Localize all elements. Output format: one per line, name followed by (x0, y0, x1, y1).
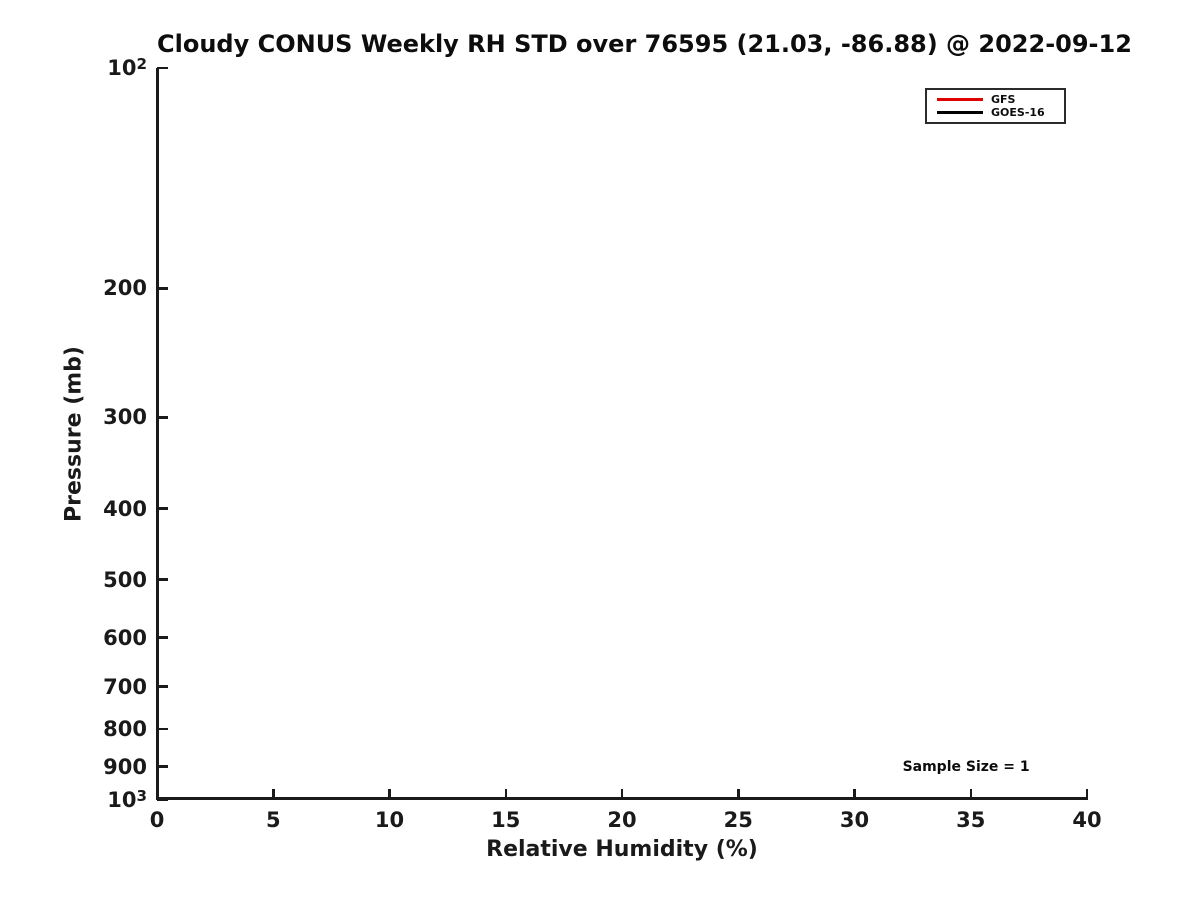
sample-size-annotation: Sample Size = 1 (902, 758, 1030, 775)
y-tick-label: 300 (103, 405, 147, 430)
x-tick (853, 789, 856, 800)
legend-item-goes16: GOES-16 (937, 107, 1056, 118)
legend-label-gfs: GFS (991, 93, 1016, 106)
x-tick-label: 10 (374, 808, 405, 832)
legend-item-gfs: GFS (937, 94, 1056, 105)
chart-title: Cloudy CONUS Weekly RH STD over 76595 (2… (157, 30, 1132, 58)
y-axis-label: Pressure (mb) (61, 346, 87, 522)
y-tick (157, 66, 168, 70)
x-tick-label: 15 (491, 808, 521, 832)
gfs-line-icon (937, 98, 983, 101)
y-tick-label: 103 (107, 787, 147, 812)
x-tick-label: 40 (1072, 808, 1102, 832)
x-tick-label: 20 (607, 808, 637, 832)
x-tick (737, 789, 740, 800)
plot-area (156, 68, 1087, 800)
x-tick (969, 789, 972, 800)
x-tick-label: 5 (265, 808, 281, 832)
x-tick (272, 789, 275, 800)
x-tick (504, 789, 507, 800)
x-tick (388, 789, 391, 800)
y-tick-label: 200 (103, 276, 147, 301)
x-tick (620, 789, 624, 800)
legend: GFS GOES-16 (925, 88, 1066, 124)
x-tick (1085, 789, 1089, 800)
x-tick-label: 25 (723, 808, 753, 832)
x-tick-label: 0 (149, 808, 165, 832)
x-tick (155, 789, 159, 800)
y-tick-label: 102 (107, 55, 147, 80)
y-tick-label: 400 (103, 496, 147, 521)
y-tick-label: 600 (103, 625, 147, 650)
y-tick-label: 800 (103, 717, 147, 742)
y-tick-label: 900 (103, 754, 147, 779)
y-tick (157, 798, 168, 802)
x-axis-label: Relative Humidity (%) (486, 837, 758, 862)
y-tick (157, 416, 168, 419)
x-tick-label: 35 (956, 808, 986, 832)
y-tick (157, 507, 168, 510)
legend-label-goes16: GOES-16 (991, 106, 1045, 119)
y-tick (157, 727, 168, 731)
y-tick (157, 578, 168, 581)
y-tick-label: 500 (103, 567, 147, 592)
y-tick-label: 700 (103, 674, 147, 699)
y-tick (157, 765, 168, 768)
y-tick (157, 636, 168, 639)
goes16-line-icon (937, 111, 983, 114)
y-tick (157, 287, 168, 290)
x-tick-label: 30 (839, 808, 870, 832)
y-tick (157, 685, 168, 688)
